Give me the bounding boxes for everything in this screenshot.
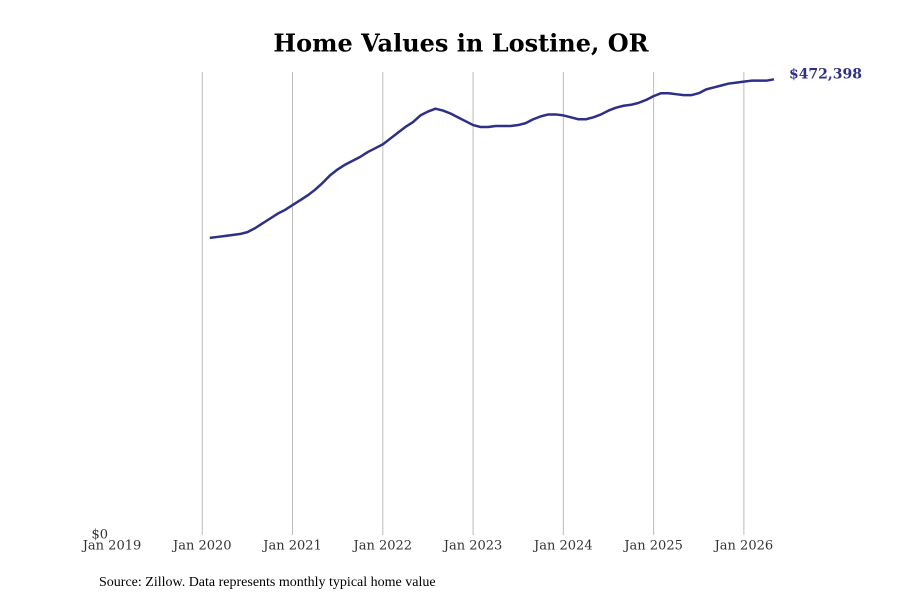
x-tick-label: Jan 2019 <box>81 539 142 554</box>
x-tick-label: Jan 2023 <box>442 539 503 554</box>
x-tick-label: Jan 2021 <box>261 539 322 554</box>
chart-title: Home Values in Lostine, OR <box>273 29 649 58</box>
data-line <box>209 78 775 240</box>
end-value-label: $472,398 <box>789 66 862 82</box>
x-tick-label: Jan 2022 <box>352 539 413 554</box>
y-tick-label: $0 <box>91 528 108 543</box>
x-tick-label: Jan 2020 <box>171 539 232 554</box>
x-tick-label: Jan 2024 <box>532 539 593 554</box>
x-tick-label: Jan 2025 <box>622 539 683 554</box>
source-note: Source: Zillow. Data represents monthly … <box>99 575 436 590</box>
x-tick-label: Jan 2026 <box>713 539 774 554</box>
